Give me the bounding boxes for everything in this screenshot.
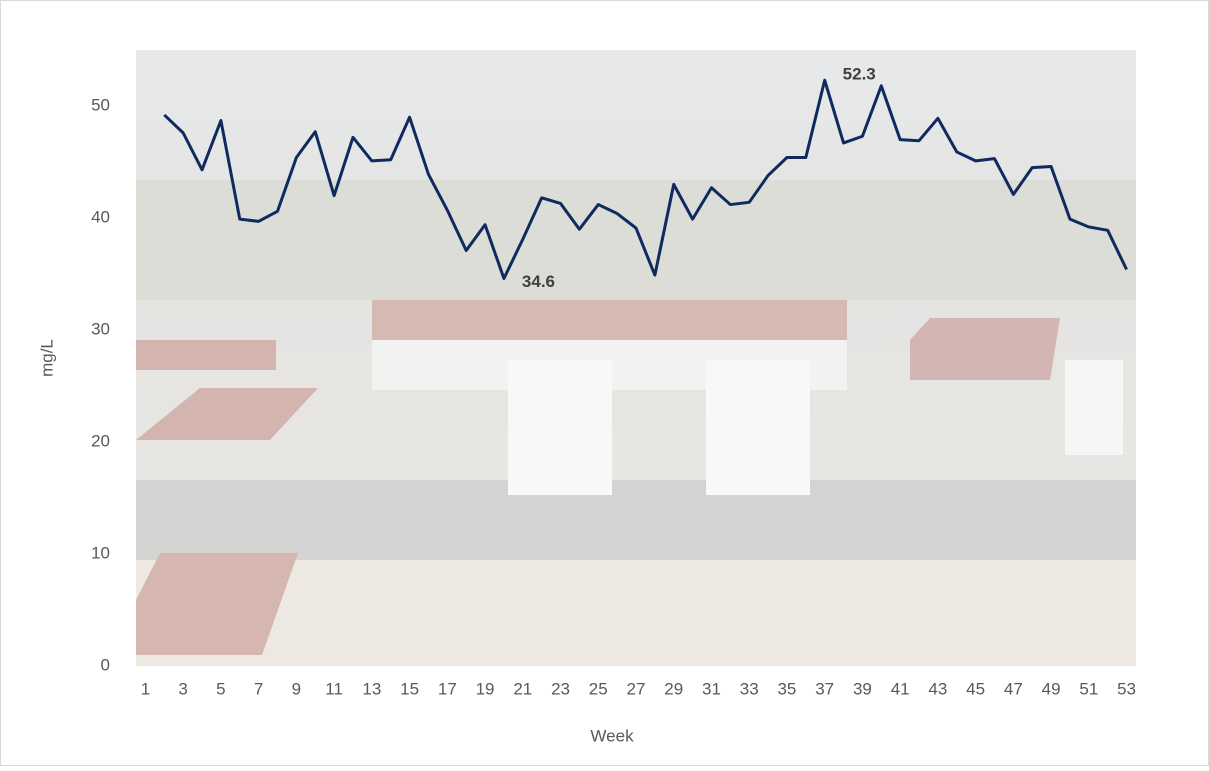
y-tick-label: 50 [91,95,110,114]
x-tick-label: 25 [589,679,608,698]
y-tick-label: 30 [91,319,110,338]
x-tick-label: 17 [438,679,457,698]
x-tick-label: 45 [966,679,985,698]
y-tick-label: 20 [91,431,110,450]
x-tick-label: 11 [325,679,343,698]
x-tick-label: 49 [1042,679,1061,698]
x-tick-label: 53 [1117,679,1136,698]
x-tick-label: 7 [254,679,263,698]
x-tick-label: 31 [702,679,721,698]
x-tick-label: 21 [513,679,532,698]
x-tick-label: 37 [815,679,834,698]
x-tick-label: 35 [777,679,796,698]
y-tick-label: 0 [101,655,110,674]
y-tick-label: 10 [91,543,110,562]
x-tick-label: 39 [853,679,872,698]
x-tick-label: 19 [476,679,495,698]
data-label: 52.3 [843,65,876,84]
x-tick-label: 43 [928,679,947,698]
x-tick-label: 23 [551,679,570,698]
data-label: 34.6 [522,272,555,291]
chart: Week mg/L 010203040501357911131517192123… [0,0,1209,766]
x-tick-label: 1 [141,679,150,698]
x-tick-label: 9 [292,679,301,698]
y-axis-title: mg/L [37,339,56,377]
x-tick-label: 15 [400,679,419,698]
x-tick-label: 41 [891,679,910,698]
x-tick-label: 13 [362,679,381,698]
x-tick-label: 51 [1079,679,1098,698]
x-tick-label: 27 [627,679,646,698]
y-tick-label: 40 [91,207,110,226]
x-tick-label: 47 [1004,679,1023,698]
background-photo [136,50,1136,666]
x-tick-label: 3 [178,679,187,698]
x-tick-label: 33 [740,679,759,698]
x-axis-title: Week [590,726,634,745]
x-tick-label: 5 [216,679,225,698]
x-tick-label: 29 [664,679,683,698]
